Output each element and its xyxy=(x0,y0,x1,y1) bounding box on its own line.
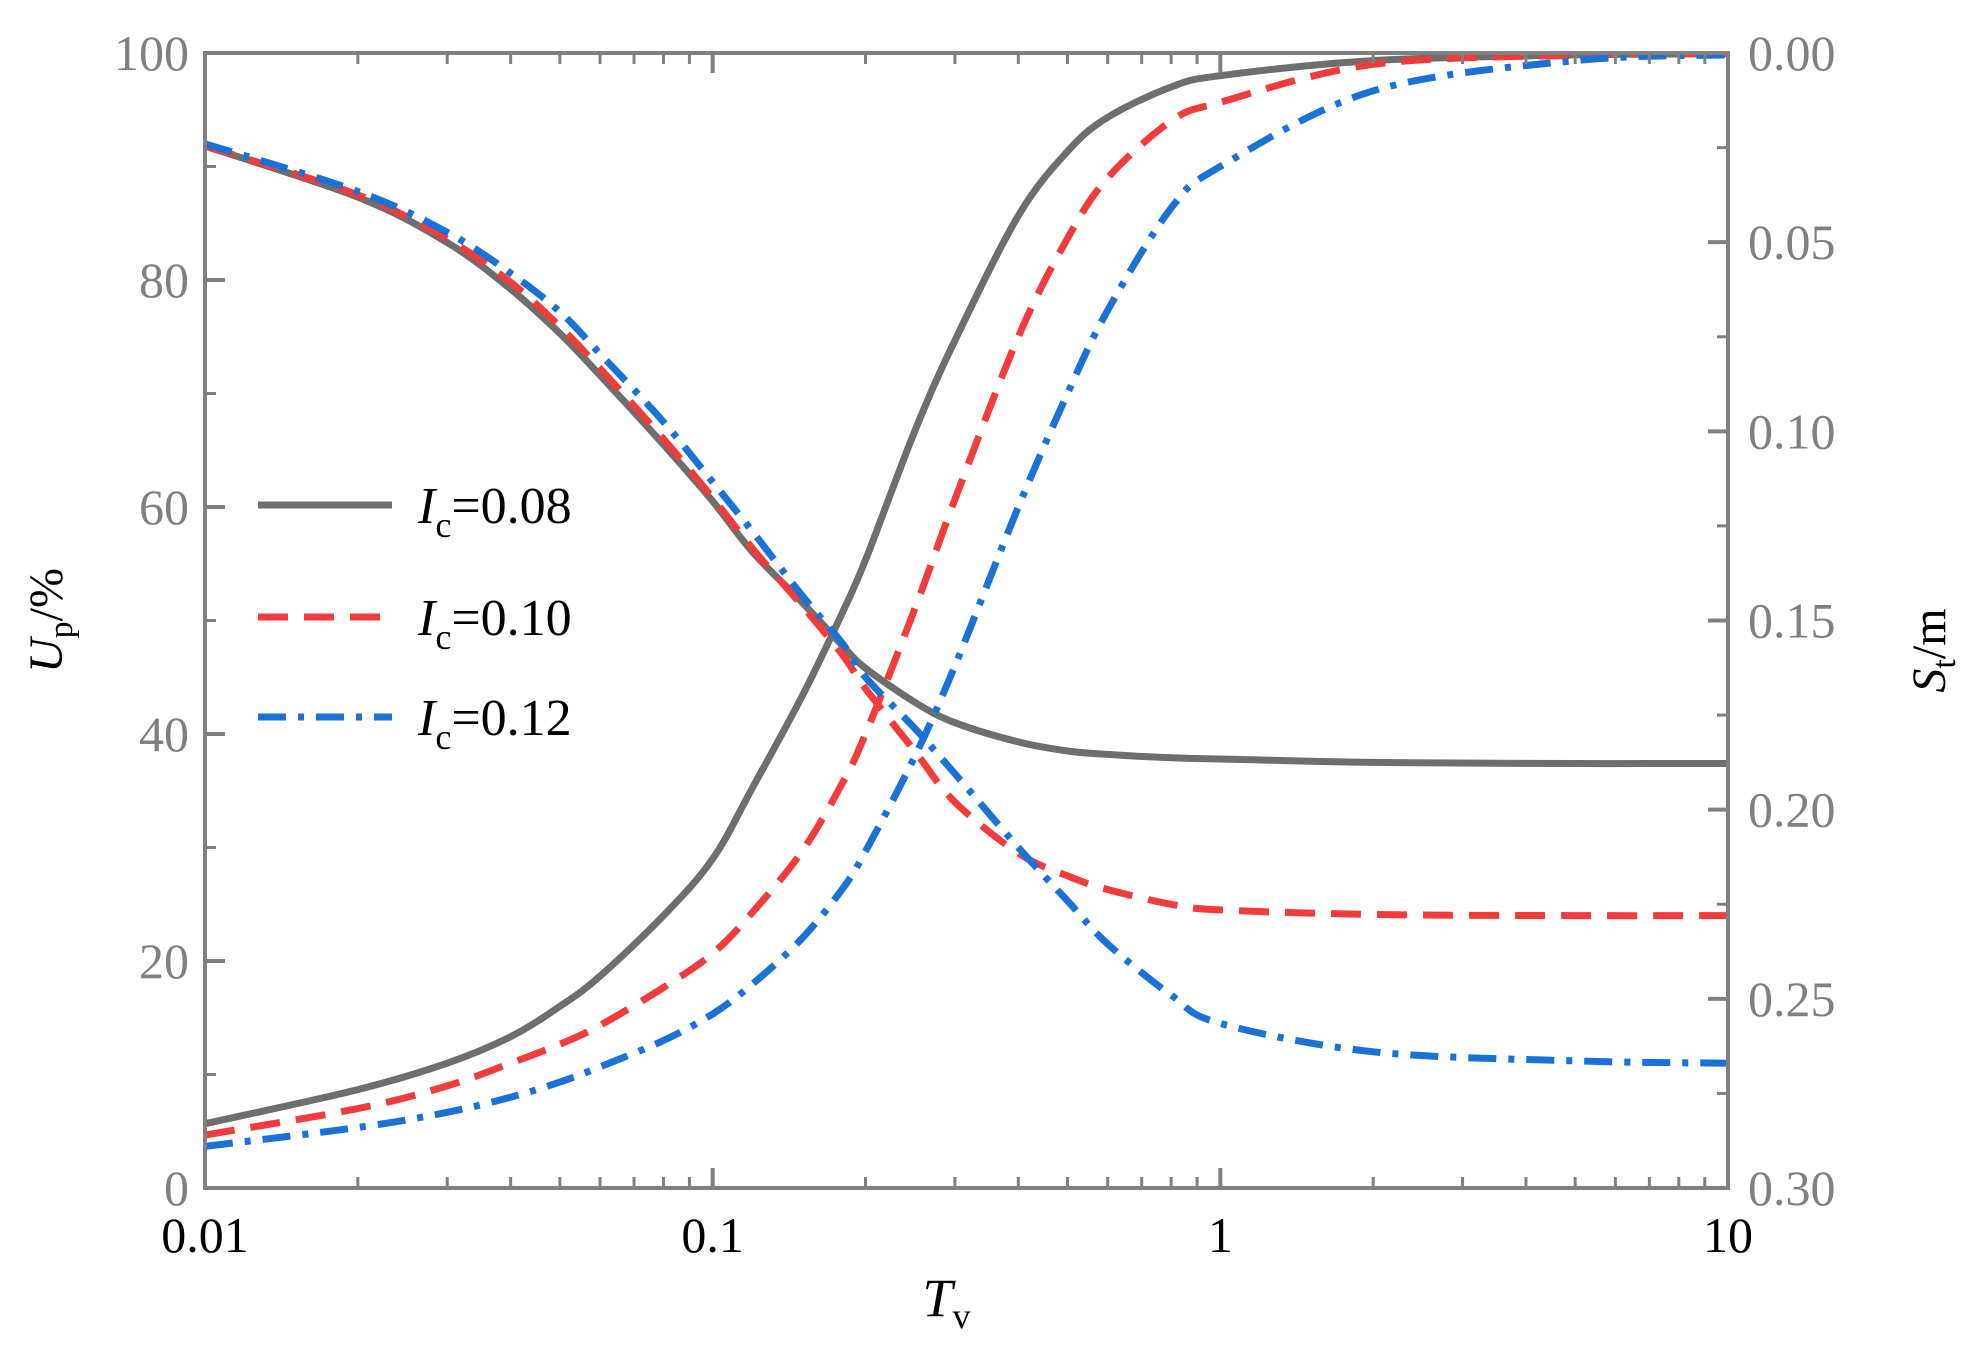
x-tick-label: 0.01 xyxy=(161,1207,249,1263)
series-up-line-2 xyxy=(205,142,1728,920)
x-axis-title: Tv xyxy=(922,1268,970,1336)
series-st-line-2 xyxy=(205,53,1728,1139)
y-right-tick-label: 0.10 xyxy=(1748,403,1836,459)
series-st-line-1 xyxy=(205,53,1728,1128)
y-left-tick-label: 100 xyxy=(114,25,189,81)
y-left-tick-label: 40 xyxy=(139,706,189,762)
y-right-tick-label: 0.25 xyxy=(1748,971,1836,1027)
series-up-line-3 xyxy=(205,140,1728,1067)
x-tick-label: 0.1 xyxy=(681,1207,744,1263)
x-tick-label: 10 xyxy=(1703,1207,1753,1263)
y-right-axis-title: St/m xyxy=(1903,608,1963,692)
y-right-tick-label: 0.30 xyxy=(1748,1160,1836,1216)
legend: Ic=0.08 Ic=0.10 Ic=0.12 xyxy=(258,478,572,757)
y-left-tick-label: 60 xyxy=(139,479,189,535)
y-right-tick-label: 0.15 xyxy=(1748,593,1836,649)
legend-label-1: Ic=0.08 xyxy=(417,478,572,545)
series-st-line-3 xyxy=(205,53,1728,1150)
y-left-axis-title: Up/% xyxy=(20,568,80,673)
x-tick-label: 1 xyxy=(1208,1207,1233,1263)
y-right-tick-label: 0.20 xyxy=(1748,782,1836,838)
y-right-tick-label: 0.00 xyxy=(1748,25,1836,81)
y-right-tick-label: 0.05 xyxy=(1748,214,1836,270)
y-left-tick-label: 80 xyxy=(139,252,189,308)
y-left-tick-label: 20 xyxy=(139,933,189,989)
legend-label-2: Ic=0.10 xyxy=(417,590,572,657)
y-left-tick-label: 0 xyxy=(164,1160,189,1216)
plot-axes: 0.01 0.1 1 100204060801000.300.250.200.150.… xyxy=(20,25,1963,1336)
legend-label-3: Ic=0.12 xyxy=(417,690,572,757)
plot-curves xyxy=(205,53,1728,1150)
